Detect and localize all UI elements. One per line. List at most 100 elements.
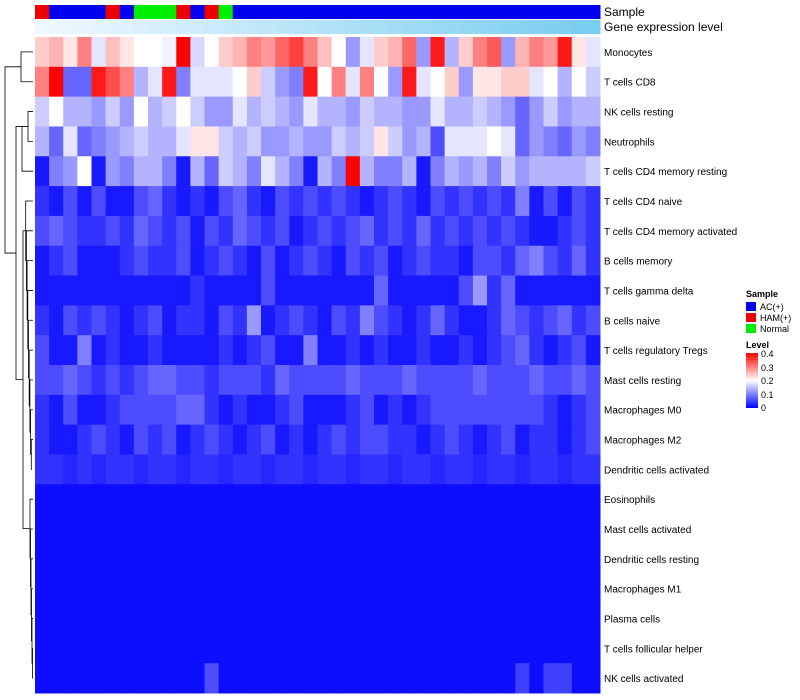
heatmap-cell xyxy=(246,275,262,306)
heatmap-cell xyxy=(345,663,361,694)
heatmap-cell xyxy=(133,365,149,396)
heatmap-cell xyxy=(204,514,220,545)
heatmap-cell xyxy=(303,275,318,306)
heatmap-cell xyxy=(133,66,149,98)
heatmap-cell xyxy=(77,514,92,545)
heatmap-cell xyxy=(303,484,318,515)
heatmap-cell xyxy=(49,186,64,217)
heatmap-cell xyxy=(430,96,446,127)
heatmap-cell xyxy=(218,543,234,575)
heatmap-cell xyxy=(105,66,121,98)
heatmap-cell xyxy=(543,126,559,157)
heatmap-cell xyxy=(472,543,488,575)
heatmap-cell xyxy=(416,245,431,277)
heatmap-cell xyxy=(317,365,333,396)
heatmap-cell xyxy=(162,156,177,187)
heatmap-cell xyxy=(557,37,573,68)
heatmap-cell xyxy=(49,424,64,455)
heatmap-cell xyxy=(133,305,149,336)
heatmap-cell xyxy=(105,275,121,306)
heatmap-cell xyxy=(77,37,92,68)
heatmap-cell xyxy=(105,96,121,127)
heatmap-cell xyxy=(317,66,333,98)
heatmap-cell xyxy=(35,156,50,187)
heatmap-cell xyxy=(119,186,135,217)
heatmap-cell xyxy=(430,394,446,426)
heatmap-cell xyxy=(246,245,262,277)
heatmap-cell xyxy=(345,126,361,157)
heatmap-cell xyxy=(218,514,234,545)
heatmap-cell xyxy=(176,245,191,277)
heatmap-cell xyxy=(571,573,587,605)
heatmap-cell xyxy=(402,394,417,426)
heatmap-cell xyxy=(501,245,516,277)
heatmap-cell xyxy=(487,514,502,545)
heatmap-cell xyxy=(77,424,92,455)
heatmap-cell xyxy=(416,305,431,336)
heatmap-cell xyxy=(190,37,205,68)
heatmap-cell xyxy=(515,215,530,247)
heatmap-cell xyxy=(204,215,220,247)
heatmap-cell xyxy=(35,543,50,575)
heatmap-cell xyxy=(529,394,544,426)
heatmap-cell xyxy=(345,305,361,336)
heatmap-cell xyxy=(345,573,361,605)
heatmap-cell xyxy=(91,484,107,515)
sample-annot-cell xyxy=(571,5,587,19)
heatmap-cell xyxy=(430,484,446,515)
heatmap-cell xyxy=(63,454,78,485)
heatmap-cell xyxy=(557,305,573,336)
heatmap-cell xyxy=(289,484,304,515)
heatmap-cell xyxy=(91,454,107,485)
row-label: Monocytes xyxy=(604,48,652,59)
heatmap-cell xyxy=(388,484,403,515)
heatmap-cell xyxy=(190,394,205,426)
heatmap-cell xyxy=(133,245,149,277)
heatmap-cell xyxy=(176,633,191,664)
heatmap-cell xyxy=(303,573,318,605)
heatmap-cell xyxy=(246,126,262,157)
heatmap-cell xyxy=(543,424,559,455)
heatmap-cell xyxy=(91,514,107,545)
heatmap-cell xyxy=(331,126,347,157)
expr-annot-cell xyxy=(289,20,304,34)
heatmap-cell xyxy=(119,96,135,127)
heatmap-cell xyxy=(444,96,460,127)
heatmap-cell xyxy=(487,275,502,306)
level-colorbar xyxy=(746,353,758,408)
heatmap-cell xyxy=(529,543,544,575)
heatmap-cell xyxy=(458,275,474,306)
expr-annot-cell xyxy=(402,20,417,34)
heatmap-cell xyxy=(416,514,431,545)
heatmap-cell xyxy=(487,424,502,455)
heatmap-cell xyxy=(105,215,121,247)
heatmap-cell xyxy=(388,126,403,157)
heatmap-cell xyxy=(218,573,234,605)
heatmap-cell xyxy=(529,186,544,217)
heatmap-cell xyxy=(444,454,460,485)
heatmap-cell xyxy=(275,37,290,68)
heatmap-cell xyxy=(133,484,149,515)
heatmap-cell xyxy=(501,543,516,575)
heatmap-cell xyxy=(176,543,191,575)
heatmap-cell xyxy=(585,335,601,366)
heatmap-cell xyxy=(91,275,107,306)
heatmap-cell xyxy=(190,543,205,575)
heatmap-cell xyxy=(585,37,601,68)
heatmap-cell xyxy=(331,454,347,485)
heatmap-cell xyxy=(232,514,248,545)
heatmap-cell xyxy=(388,96,403,127)
heatmap-cell xyxy=(388,394,403,426)
heatmap-cell xyxy=(261,454,276,485)
heatmap-cell xyxy=(119,215,135,247)
heatmap-cell xyxy=(176,37,191,68)
heatmap-cell xyxy=(63,633,78,664)
heatmap-cell xyxy=(501,514,516,545)
heatmap-cell xyxy=(416,543,431,575)
heatmap-cell xyxy=(331,424,347,455)
heatmap-cell xyxy=(275,365,290,396)
heatmap-cell xyxy=(487,603,502,634)
heatmap-cell xyxy=(49,96,64,127)
heatmap-cell xyxy=(204,365,220,396)
heatmap-cell xyxy=(77,126,92,157)
